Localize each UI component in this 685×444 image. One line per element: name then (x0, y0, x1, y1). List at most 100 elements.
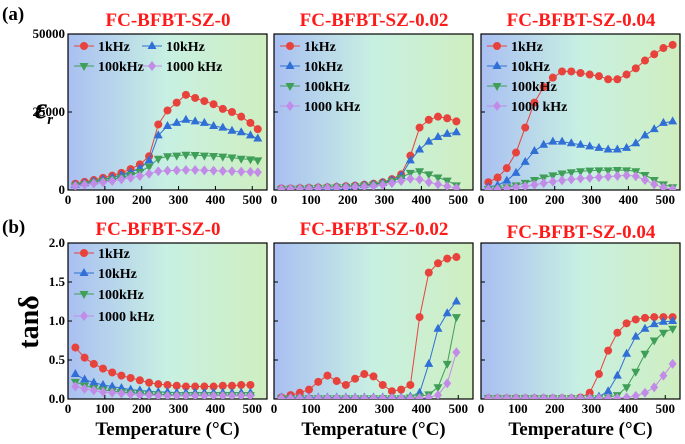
panel-4-series-1-point-1 (80, 374, 90, 383)
panel-3-series-2-point-8 (557, 170, 567, 179)
panel-3-legend-label-0: 1kHz (511, 40, 543, 55)
panel-1-series-2-point-10 (163, 153, 172, 162)
panel-3-series-1-point-5 (529, 146, 539, 154)
panel-3-series-1-point-10 (576, 139, 585, 148)
panel-3-series-3-point-1 (493, 184, 502, 190)
panel-6-series-3-point-12 (594, 393, 603, 399)
panel-5-series-3-point-12 (387, 393, 396, 399)
panel-4-series-3-point-9 (154, 390, 163, 399)
panel-1-series-1-point-14 (199, 117, 209, 126)
panel-4-series-3-point-5 (117, 388, 126, 399)
panel-4-ytick-label-0: 0.0 (49, 391, 65, 406)
panel-6-series-3-point-6 (539, 393, 548, 399)
panel-5-series-3-point-11 (378, 393, 387, 399)
panel-2: FC-BFBT-SZ-0.02 0 100 200 300 400 500 1kHz 10kHz… (271, 10, 474, 207)
panel-3-series-1-point-3 (511, 167, 521, 176)
panel-1-series-3-point-5 (117, 174, 126, 185)
panel-1-series-3-point-19 (246, 166, 255, 177)
panel-4-series-0-point-5 (117, 371, 126, 380)
panel-3-series-1-point-15 (622, 142, 632, 151)
panel-4-series-0-point-11 (172, 381, 181, 390)
panel-4-legend-label-1: 10kHz (98, 267, 137, 282)
panels-group: FC-BFBT-SZ-00 100 200 300 400 500025000500001… (33, 10, 681, 440)
panel-2-legend-label-3: 1000 kHz (304, 100, 360, 115)
panel-4-series-3-point-10 (163, 390, 172, 399)
panel-5-xtick-label-5: 500 (449, 401, 469, 416)
panel-6-series-3-point-4 (521, 393, 530, 399)
panel-3-series-0-point-16 (631, 64, 640, 73)
panel-1-series-0-point-13 (191, 93, 200, 102)
panel-3-xtick-label-5: 500 (656, 192, 676, 207)
panel-3-series-1-point-8 (557, 136, 567, 145)
panel-3-series-3-point-13 (604, 171, 613, 182)
panel-3-series-3-point-6 (539, 178, 548, 189)
panel-6-series-1-point-15 (622, 348, 632, 357)
panel-6-xtick-label-2: 200 (545, 401, 565, 416)
panel-4-ytick-label-2: 1.0 (49, 313, 65, 328)
panel-2-series-3-point-9 (360, 181, 369, 190)
panel-5-series-0-point-12 (387, 387, 396, 396)
panel-2-xtick-label-0: 0 (271, 192, 278, 207)
panel-5-title: FC-BFBT-SZ-0.02 (300, 219, 449, 240)
panel-3-series-0-point-17 (640, 56, 649, 65)
panel-3-series-0-point-19 (659, 44, 668, 53)
panel-2-series-3 (277, 173, 461, 190)
panel-2-legend-marker-2 (285, 83, 295, 91)
panel-1-series-0-point-10 (163, 106, 172, 115)
panel-2-series-3-point-6 (332, 182, 341, 190)
panel-1-series-0-point-16 (218, 104, 227, 113)
panel-5-series-3-point-17 (433, 390, 442, 399)
panel-2-series-3-point-14 (406, 173, 415, 184)
panel-2-series-3-point-10 (369, 180, 378, 190)
panel-5-xtick-label-4: 400 (412, 401, 432, 416)
panel-1-series-2-point-17 (227, 154, 237, 163)
panel-1-series-2-point-9 (153, 155, 163, 164)
panel-3-series-3-point-17 (640, 175, 649, 186)
panel-4-legend-marker-0 (80, 249, 88, 257)
panel-5-xtick-label-1: 100 (301, 401, 321, 416)
panel-5-series-3-point-3 (305, 393, 314, 399)
panel-3-series-3-point-20 (668, 184, 677, 190)
panel-4-series-0-point-18 (237, 380, 246, 389)
panel-1-series-0-point-17 (227, 108, 236, 116)
panel-5-series-2-point-18 (442, 360, 452, 369)
panel-5-series-1-point-16 (424, 358, 434, 367)
panel-5-series-0-point-4 (314, 377, 323, 386)
panel-1-series-3-point-0 (71, 180, 80, 190)
panel-3-legend-label-1: 10kHz (511, 60, 550, 75)
panel-4-series-3-point-2 (89, 385, 98, 396)
panel-2-series-0-point-17 (433, 112, 442, 121)
panel-4-legend-label-3: 1000 kHz (98, 310, 154, 325)
panel-1-legend-label-2: 100kHz (98, 60, 144, 75)
panel-5-series-3-point-14 (406, 393, 415, 399)
panel-3-series-0-point-18 (650, 50, 659, 59)
panel-1: FC-BFBT-SZ-0 0 100 200 300 400 500 0 25000 50000 1… (33, 10, 268, 207)
panel-5-series-0 (277, 253, 461, 399)
panel-5-series-3-point-8 (351, 393, 360, 399)
panel-5-series-3-point-7 (341, 393, 350, 399)
panel-5-series-0-point-5 (323, 371, 332, 380)
panel-3-series-1-point-14 (612, 144, 622, 153)
panel-4: FC-BFBT-SZ-0 0 100 200 300 400 500 0.0 0.5 1.0 1.5… (49, 219, 268, 440)
panel-3-series-3-point-4 (521, 181, 530, 190)
panel-1-series-3-point-6 (126, 172, 135, 183)
panel-4-series-1-point-4 (107, 381, 117, 390)
panel-5-series-0-point-3 (305, 385, 314, 394)
panel-3-series-0-point-3 (512, 148, 521, 157)
panel-3-series-0-point-15 (622, 70, 631, 79)
panel-2-series-3-point-1 (286, 183, 295, 190)
panel-3-legend-marker-0 (493, 42, 501, 50)
panel-6-xtick-label-4: 400 (619, 401, 639, 416)
panel-6-series-0-point-15 (622, 319, 631, 328)
panel-2-series-2-point-17 (433, 174, 443, 183)
panel-1-series-0-point-20 (253, 125, 262, 134)
panel-5-series-0-point-16 (424, 268, 433, 277)
panel-2-series-1-point-17 (433, 131, 443, 140)
panel-3-series-1-point-16 (631, 138, 641, 147)
panel-3-series-0-point-4 (521, 123, 530, 132)
panel-4-ytick-label-1: 0.5 (49, 352, 66, 367)
panel-4-series-1-point-3 (98, 379, 108, 388)
panel-5-series-3-point-4 (314, 393, 323, 399)
panel-3-series-0-point-12 (594, 72, 603, 81)
panel-4-series-3-point-3 (99, 386, 108, 397)
